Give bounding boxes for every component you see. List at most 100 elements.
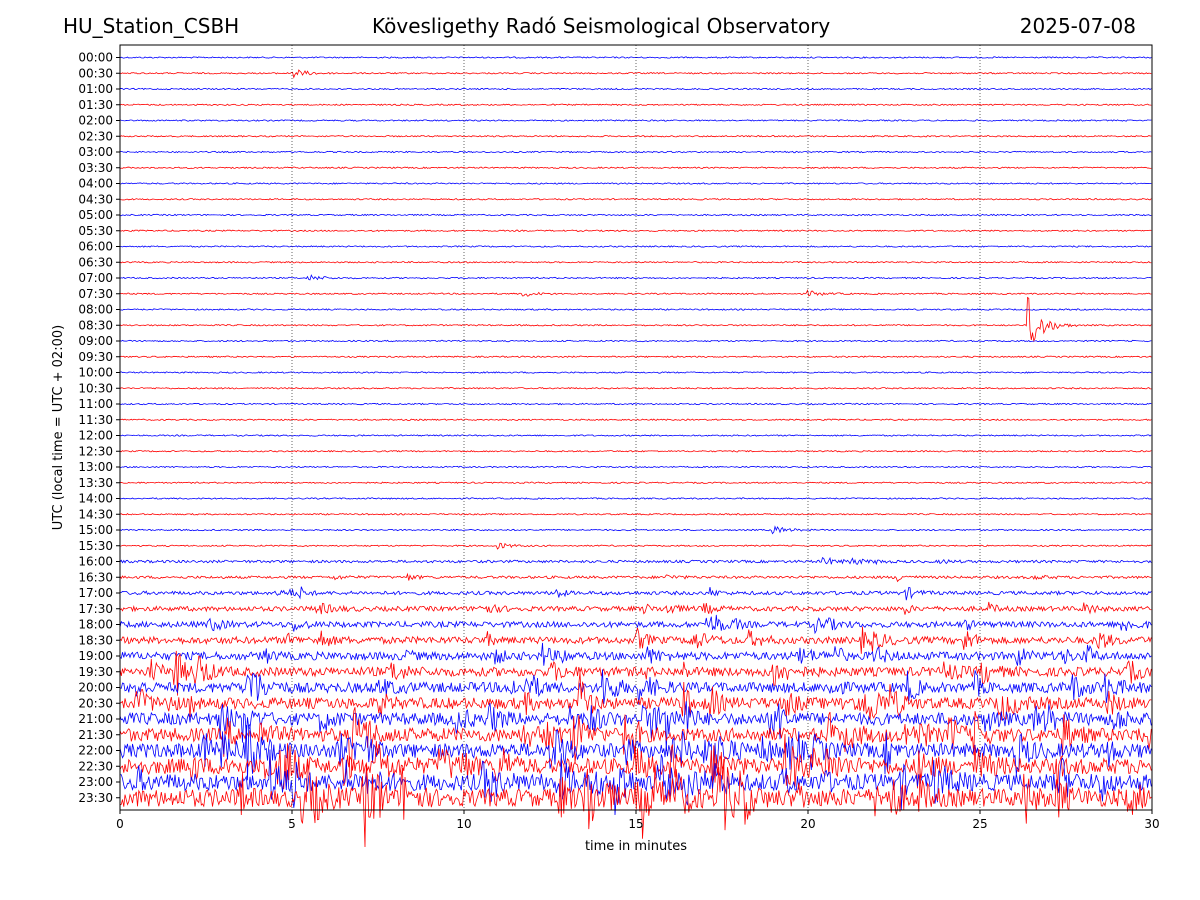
y-tick-label: 02:00 bbox=[78, 114, 113, 128]
y-tick-label: 13:30 bbox=[78, 476, 113, 490]
y-tick-label: 04:30 bbox=[78, 192, 113, 206]
trace-row-1330 bbox=[119, 481, 1152, 485]
y-tick-label: 22:00 bbox=[78, 744, 113, 758]
y-tick-label: 12:00 bbox=[78, 429, 113, 443]
trace-row-0930 bbox=[119, 355, 1152, 359]
y-tick-label: 20:30 bbox=[78, 696, 113, 710]
y-tick-label: 00:30 bbox=[78, 66, 113, 80]
y-tick-label: 14:30 bbox=[78, 507, 113, 521]
trace-row-1700 bbox=[119, 586, 1152, 601]
trace-row-1500 bbox=[119, 525, 1152, 535]
trace-row-0500 bbox=[119, 213, 1152, 217]
y-tick-label: 21:00 bbox=[78, 712, 113, 726]
x-tick-label: 5 bbox=[288, 817, 296, 831]
trace-row-1900 bbox=[119, 642, 1152, 666]
trace-row-1530 bbox=[119, 542, 1152, 550]
y-tick-label: 13:00 bbox=[78, 460, 113, 474]
trace-row-0300 bbox=[119, 150, 1152, 154]
trace-row-1100 bbox=[119, 402, 1152, 406]
trace-row-0830 bbox=[119, 296, 1152, 343]
y-tick-label: 03:00 bbox=[78, 145, 113, 159]
y-tick-label: 20:00 bbox=[78, 681, 113, 695]
trace-row-0230 bbox=[119, 134, 1152, 138]
trace-row-2000 bbox=[119, 669, 1152, 705]
y-tick-label: 01:00 bbox=[78, 82, 113, 96]
y-tick-label: 10:00 bbox=[78, 366, 113, 380]
y-tick-label: 15:30 bbox=[78, 539, 113, 553]
trace-row-2330 bbox=[119, 751, 1152, 848]
station-name: HU_Station_CSBH bbox=[63, 14, 240, 38]
y-tick-label: 19:30 bbox=[78, 665, 113, 679]
trace-row-0030 bbox=[119, 69, 1152, 79]
x-tick-label: 15 bbox=[628, 817, 643, 831]
y-tick-label: 03:30 bbox=[78, 161, 113, 175]
y-tick-label: 07:00 bbox=[78, 271, 113, 285]
trace-row-2100 bbox=[119, 701, 1152, 752]
date-label: 2025-07-08 bbox=[1019, 14, 1136, 38]
trace-row-2300 bbox=[119, 749, 1152, 815]
trace-row-0430 bbox=[119, 197, 1152, 201]
x-tick-label: 20 bbox=[800, 817, 815, 831]
y-tick-label: 18:00 bbox=[78, 618, 113, 632]
y-tick-label: 15:00 bbox=[78, 523, 113, 537]
y-tick-label: 09:00 bbox=[78, 334, 113, 348]
trace-row-0130 bbox=[119, 103, 1152, 106]
y-tick-label: 10:30 bbox=[78, 381, 113, 395]
y-tick-label: 21:30 bbox=[78, 728, 113, 742]
trace-row-1200 bbox=[119, 434, 1152, 437]
trace-row-0530 bbox=[119, 229, 1152, 233]
trace-row-0800 bbox=[119, 308, 1152, 311]
y-tick-label: 11:30 bbox=[78, 413, 113, 427]
y-tick-label: 06:00 bbox=[78, 240, 113, 254]
trace-row-0900 bbox=[119, 339, 1152, 343]
x-tick-label: 0 bbox=[116, 817, 124, 831]
y-tick-label: 05:30 bbox=[78, 224, 113, 238]
trace-row-0730 bbox=[119, 289, 1152, 297]
trace-row-1030 bbox=[119, 386, 1152, 390]
x-tick-label: 10 bbox=[456, 817, 471, 831]
trace-row-0200 bbox=[119, 119, 1152, 122]
x-tick-label: 30 bbox=[1144, 817, 1159, 831]
y-tick-label: 08:00 bbox=[78, 303, 113, 317]
trace-group bbox=[119, 56, 1152, 848]
y-tick-label: 09:30 bbox=[78, 350, 113, 364]
trace-row-0400 bbox=[119, 182, 1152, 185]
y-tick-label: 22:30 bbox=[78, 759, 113, 773]
trace-row-1300 bbox=[119, 465, 1152, 469]
y-tick-label: 23:30 bbox=[78, 791, 113, 805]
grid-group bbox=[291, 45, 981, 810]
trace-row-1400 bbox=[119, 497, 1152, 500]
x-axis-label: time in minutes bbox=[585, 839, 687, 854]
trace-row-1830 bbox=[119, 626, 1152, 654]
y-tick-label: 18:30 bbox=[78, 633, 113, 647]
y-tick-label: 01:30 bbox=[78, 98, 113, 112]
x-tick-label: 25 bbox=[972, 817, 987, 831]
trace-row-0000 bbox=[119, 56, 1152, 59]
y-tick-label: 04:00 bbox=[78, 177, 113, 191]
y-tick-label: 12:30 bbox=[78, 444, 113, 458]
y-tick-label: 02:30 bbox=[78, 129, 113, 143]
y-tick-label: 23:00 bbox=[78, 775, 113, 789]
trace-row-2230 bbox=[119, 734, 1152, 794]
y-tick-label: 19:00 bbox=[78, 649, 113, 663]
y-tick-label: 05:00 bbox=[78, 208, 113, 222]
y-tick-label: 17:30 bbox=[78, 602, 113, 616]
trace-row-1130 bbox=[119, 418, 1152, 421]
trace-row-1600 bbox=[119, 556, 1152, 566]
y-tick-label: 00:00 bbox=[78, 51, 113, 65]
y-tick-label: 16:00 bbox=[78, 555, 113, 569]
y-tick-label: 08:30 bbox=[78, 318, 113, 332]
trace-row-1730 bbox=[119, 601, 1152, 615]
trace-row-0630 bbox=[119, 261, 1152, 264]
trace-row-1630 bbox=[119, 572, 1152, 583]
trace-row-0330 bbox=[119, 166, 1152, 169]
y-tick-label: 11:00 bbox=[78, 397, 113, 411]
trace-row-1230 bbox=[119, 449, 1152, 453]
y-tick-label: 06:30 bbox=[78, 255, 113, 269]
trace-row-0600 bbox=[119, 245, 1152, 248]
y-tick-label: 14:00 bbox=[78, 492, 113, 506]
y-tick-label: 17:00 bbox=[78, 586, 113, 600]
chart-title: Kövesligethy Radó Seismological Observat… bbox=[372, 14, 831, 38]
